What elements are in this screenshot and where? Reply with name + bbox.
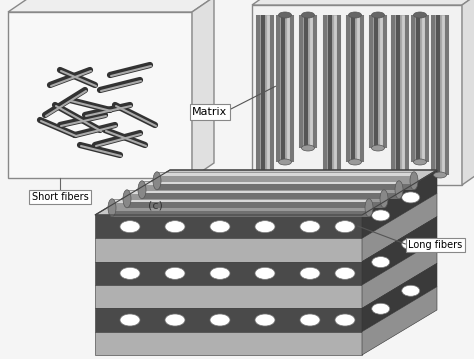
Polygon shape xyxy=(95,262,362,285)
Ellipse shape xyxy=(120,221,140,233)
Polygon shape xyxy=(362,217,437,285)
Ellipse shape xyxy=(123,190,131,208)
Ellipse shape xyxy=(402,239,420,250)
Ellipse shape xyxy=(138,181,146,199)
Ellipse shape xyxy=(255,221,275,233)
Polygon shape xyxy=(192,0,214,178)
Polygon shape xyxy=(95,308,362,332)
Polygon shape xyxy=(362,170,437,238)
Ellipse shape xyxy=(108,199,116,217)
Ellipse shape xyxy=(410,172,418,190)
Ellipse shape xyxy=(348,12,362,18)
Ellipse shape xyxy=(300,314,320,326)
Polygon shape xyxy=(127,190,384,208)
Polygon shape xyxy=(462,0,474,185)
Polygon shape xyxy=(362,287,437,355)
Polygon shape xyxy=(252,5,462,185)
Ellipse shape xyxy=(210,267,230,279)
Ellipse shape xyxy=(393,172,407,178)
Ellipse shape xyxy=(120,267,140,279)
Ellipse shape xyxy=(413,12,427,18)
Ellipse shape xyxy=(301,12,315,18)
Ellipse shape xyxy=(165,314,185,326)
Polygon shape xyxy=(127,201,384,208)
Ellipse shape xyxy=(395,181,403,199)
Ellipse shape xyxy=(348,159,362,165)
Polygon shape xyxy=(127,191,384,194)
Polygon shape xyxy=(95,285,362,308)
Ellipse shape xyxy=(372,303,390,314)
Polygon shape xyxy=(157,172,414,190)
Ellipse shape xyxy=(372,210,390,221)
Ellipse shape xyxy=(402,285,420,296)
Polygon shape xyxy=(95,215,362,238)
Ellipse shape xyxy=(255,267,275,279)
Ellipse shape xyxy=(365,199,373,217)
Polygon shape xyxy=(142,192,399,199)
Text: Long fibers: Long fibers xyxy=(408,240,462,250)
Ellipse shape xyxy=(300,221,320,233)
Ellipse shape xyxy=(335,267,355,279)
Ellipse shape xyxy=(372,257,390,267)
Polygon shape xyxy=(8,12,192,178)
Ellipse shape xyxy=(210,314,230,326)
Ellipse shape xyxy=(165,221,185,233)
Ellipse shape xyxy=(153,172,161,190)
Ellipse shape xyxy=(301,145,315,151)
Polygon shape xyxy=(112,199,369,217)
Text: Matrix: Matrix xyxy=(192,107,228,117)
Ellipse shape xyxy=(255,314,275,326)
Ellipse shape xyxy=(120,314,140,326)
Ellipse shape xyxy=(326,172,338,178)
Ellipse shape xyxy=(413,159,427,165)
Polygon shape xyxy=(112,210,369,217)
Ellipse shape xyxy=(335,221,355,233)
Ellipse shape xyxy=(380,190,388,208)
Ellipse shape xyxy=(372,12,384,18)
Polygon shape xyxy=(157,183,414,190)
Ellipse shape xyxy=(165,267,185,279)
Ellipse shape xyxy=(300,267,320,279)
Polygon shape xyxy=(8,0,214,12)
Ellipse shape xyxy=(434,172,447,178)
Ellipse shape xyxy=(258,172,272,178)
Polygon shape xyxy=(362,240,437,308)
Polygon shape xyxy=(95,170,437,215)
Polygon shape xyxy=(362,194,437,262)
Ellipse shape xyxy=(372,145,384,151)
Polygon shape xyxy=(95,238,362,262)
Polygon shape xyxy=(95,332,362,355)
Polygon shape xyxy=(112,200,369,203)
Polygon shape xyxy=(252,0,474,5)
Polygon shape xyxy=(157,173,414,176)
Ellipse shape xyxy=(279,12,292,18)
Ellipse shape xyxy=(335,314,355,326)
Ellipse shape xyxy=(279,159,292,165)
Polygon shape xyxy=(142,182,399,185)
Text: Short fibers: Short fibers xyxy=(32,192,88,202)
Polygon shape xyxy=(362,264,437,332)
Polygon shape xyxy=(142,181,399,199)
Ellipse shape xyxy=(402,192,420,203)
Ellipse shape xyxy=(210,221,230,233)
Text: (c): (c) xyxy=(147,200,163,210)
